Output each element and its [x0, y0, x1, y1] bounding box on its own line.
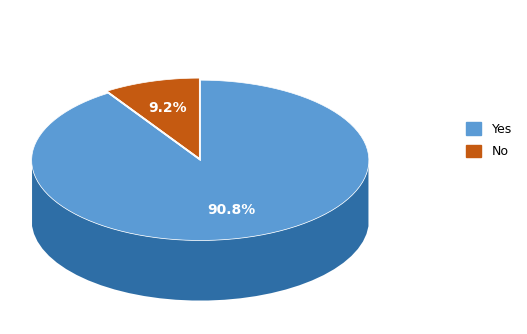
Text: 9.2%: 9.2%	[149, 101, 188, 115]
Text: 90.8%: 90.8%	[208, 203, 256, 217]
Legend: Yes, No: Yes, No	[463, 119, 515, 162]
Polygon shape	[32, 80, 369, 240]
Polygon shape	[107, 78, 199, 158]
Polygon shape	[32, 166, 368, 301]
